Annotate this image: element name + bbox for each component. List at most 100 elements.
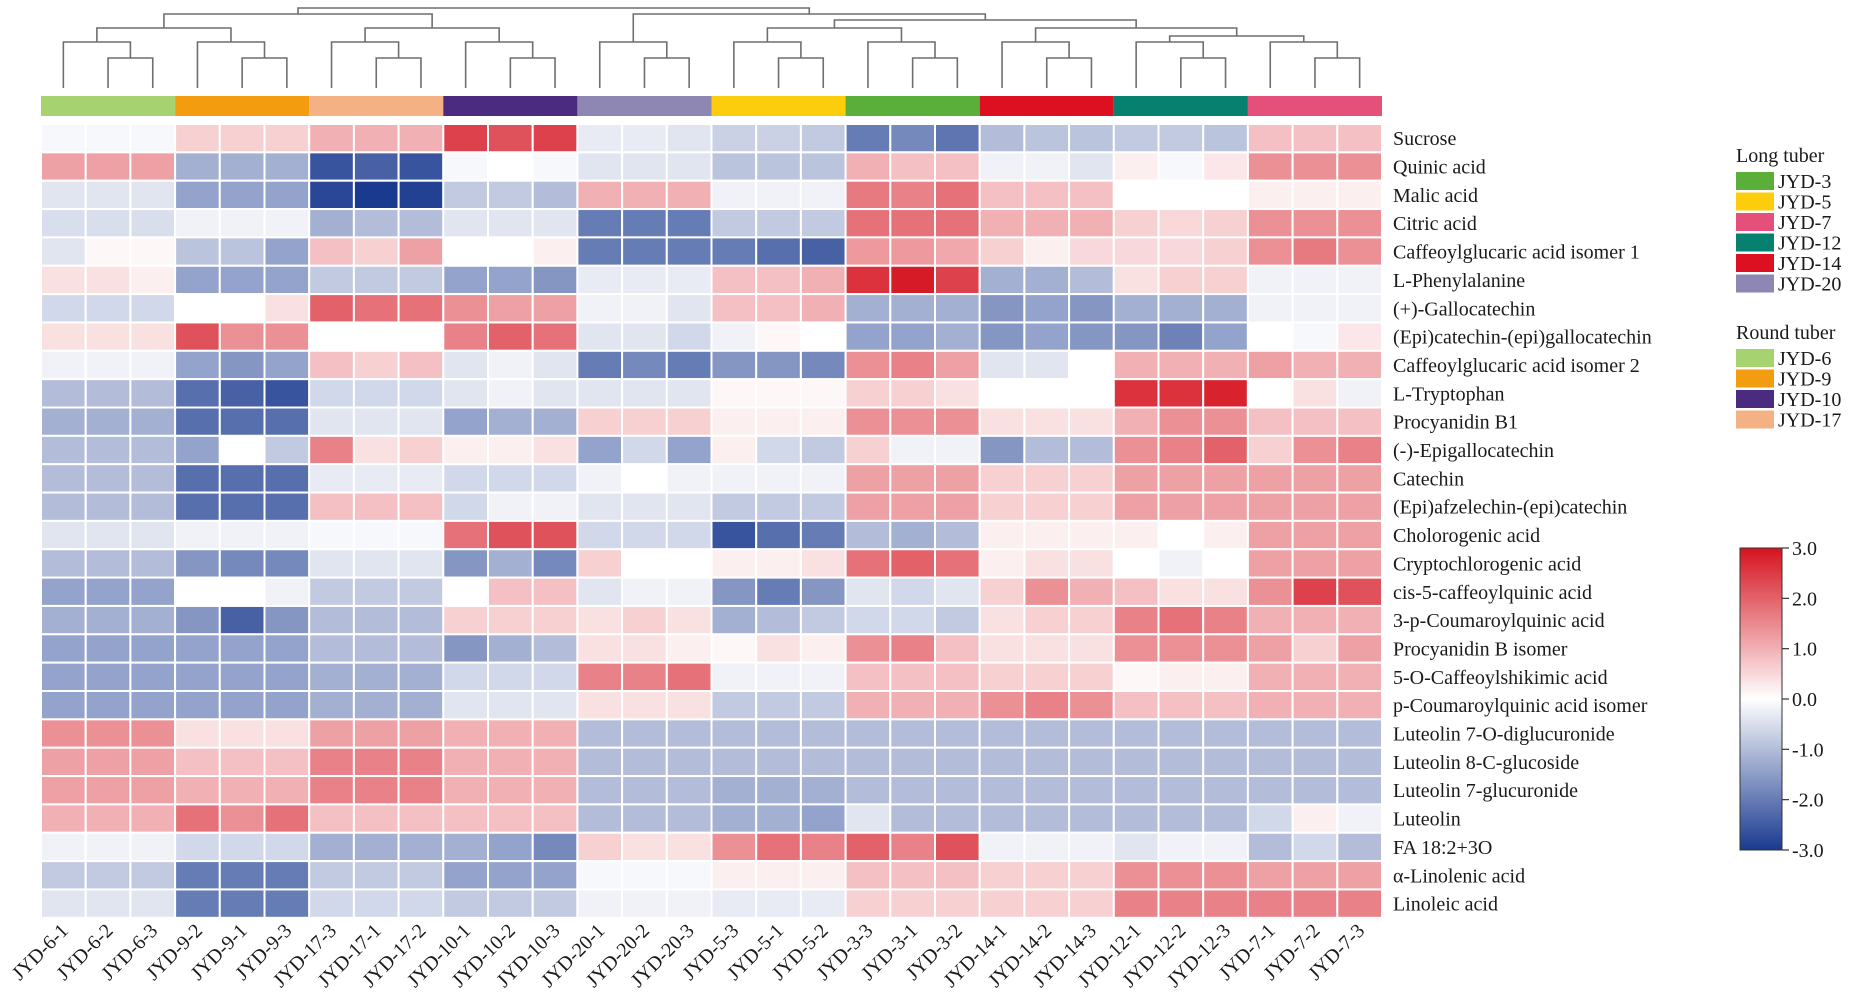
heatmap-cell	[1157, 491, 1205, 522]
heatmap-cell	[1157, 860, 1205, 891]
heatmap-cell	[531, 519, 579, 551]
heatmap-cell	[889, 378, 936, 409]
heatmap-cell	[1157, 576, 1205, 607]
heatmap-cell	[397, 406, 445, 437]
heatmap-cell	[442, 179, 489, 211]
heatmap-cell	[129, 208, 177, 239]
heatmap-cell	[1068, 519, 1115, 551]
heatmap-cell	[531, 803, 579, 834]
heatmap-cell	[1336, 406, 1384, 437]
heatmap-cell	[1112, 321, 1160, 352]
heatmap-cell	[1291, 860, 1339, 891]
heatmap-cell	[40, 236, 87, 267]
heatmap-cell	[710, 548, 758, 579]
heatmap-cell	[308, 491, 355, 522]
dendrogram-link	[330, 41, 400, 88]
heatmap-cell	[889, 803, 936, 834]
heatmap-cell	[934, 633, 981, 664]
heatmap-cell	[218, 179, 266, 211]
heatmap-cell	[218, 718, 266, 749]
heatmap-cell	[397, 208, 445, 239]
heatmap-cell	[1246, 179, 1294, 211]
heatmap-cell	[755, 208, 802, 239]
heatmap-cell	[1068, 661, 1115, 693]
heatmap-cell	[934, 264, 981, 296]
heatmap-cell	[621, 718, 668, 749]
heatmap-cell	[397, 860, 445, 891]
heatmap-cell	[487, 463, 534, 494]
heatmap-cell	[710, 151, 758, 182]
heatmap-cell	[84, 888, 132, 919]
heatmap-cell	[710, 661, 758, 693]
heatmap-cell	[218, 661, 266, 693]
heatmap-cell	[1023, 179, 1071, 211]
row-label: Malic acid	[1393, 185, 1478, 207]
heatmap-cell	[665, 123, 713, 154]
heatmap-cell	[978, 434, 1026, 466]
heatmap-cell	[844, 860, 892, 891]
heatmap-cell	[218, 349, 266, 381]
heatmap-cell	[1023, 434, 1071, 466]
heatmap-cell	[397, 463, 445, 494]
heatmap-cell	[308, 604, 355, 636]
heatmap-cell	[263, 293, 311, 324]
heatmap-cell	[934, 661, 981, 693]
heatmap-cell	[978, 548, 1026, 579]
legend-label: JYD-20	[1778, 274, 1841, 296]
heatmap-cell	[174, 123, 221, 154]
heatmap-cell	[84, 264, 132, 296]
heatmap-cell	[710, 123, 758, 154]
heatmap-cell	[40, 349, 87, 381]
heatmap-cell	[1246, 434, 1294, 466]
heatmap-cell	[263, 831, 311, 863]
heatmap-cell	[799, 491, 847, 522]
heatmap-cell	[487, 208, 534, 239]
row-label: L-Phenylalanine	[1393, 270, 1525, 292]
heatmap-cell	[531, 349, 579, 381]
heatmap-cell	[531, 463, 579, 494]
heatmap-cell	[889, 604, 936, 636]
heatmap-cell	[531, 860, 579, 891]
heatmap-cell	[218, 803, 266, 834]
heatmap-cell	[1068, 179, 1115, 211]
heatmap-cell	[352, 860, 400, 891]
column-dendrogram	[62, 7, 1361, 88]
heatmap-cell	[129, 718, 177, 749]
heatmap-cell	[397, 378, 445, 409]
heatmap-cell	[218, 321, 266, 352]
legend-swatch	[1736, 192, 1774, 211]
heatmap-cell	[487, 151, 534, 182]
heatmap-cell	[397, 123, 445, 154]
group-color-segment	[175, 96, 310, 116]
heatmap-cell	[889, 151, 936, 182]
heatmap-cell	[799, 690, 847, 721]
heatmap-cell	[129, 831, 177, 863]
heatmap-cell	[576, 151, 624, 182]
heatmap-cell	[40, 208, 87, 239]
heatmap-cell	[397, 633, 445, 664]
heatmap-cell	[397, 661, 445, 693]
row-label: Linoleic acid	[1393, 894, 1498, 916]
heatmap-cell	[1291, 406, 1339, 437]
heatmap-cell	[978, 208, 1026, 239]
heatmap-cell	[263, 123, 311, 154]
heatmap-cell	[621, 293, 668, 324]
heatmap-cell	[1023, 151, 1071, 182]
dendrogram-link	[241, 57, 288, 88]
heatmap-cell	[352, 633, 400, 664]
row-labels: Sucrose Quinic acid Malic acid Citric acid C…	[1393, 128, 1652, 915]
heatmap-cell	[487, 576, 534, 607]
heatmap-cell	[174, 548, 221, 579]
heatmap-cell	[710, 576, 758, 607]
heatmap-cell	[799, 803, 847, 834]
heatmap-cell	[218, 888, 266, 919]
heatmap-cell	[442, 690, 489, 721]
heatmap-cell	[397, 888, 445, 919]
heatmap-cell	[1023, 746, 1071, 778]
heatmap-cell	[978, 151, 1026, 182]
heatmap-cell	[84, 208, 132, 239]
heatmap-cell	[1112, 860, 1160, 891]
group-color-segment	[1113, 96, 1248, 116]
heatmap-cell	[710, 236, 758, 267]
heatmap-cell	[1202, 860, 1249, 891]
